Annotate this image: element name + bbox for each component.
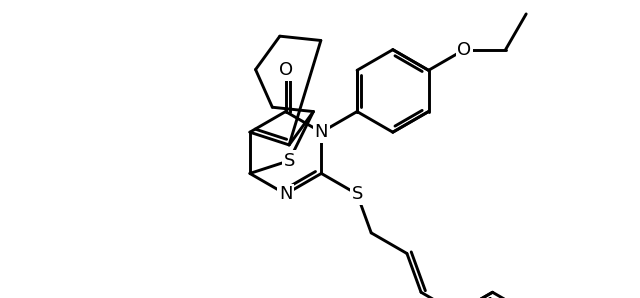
Text: N: N [315,123,328,141]
Text: N: N [279,185,292,203]
Text: O: O [457,41,471,59]
Text: S: S [351,185,363,203]
Text: O: O [278,61,292,79]
Text: S: S [284,152,295,170]
